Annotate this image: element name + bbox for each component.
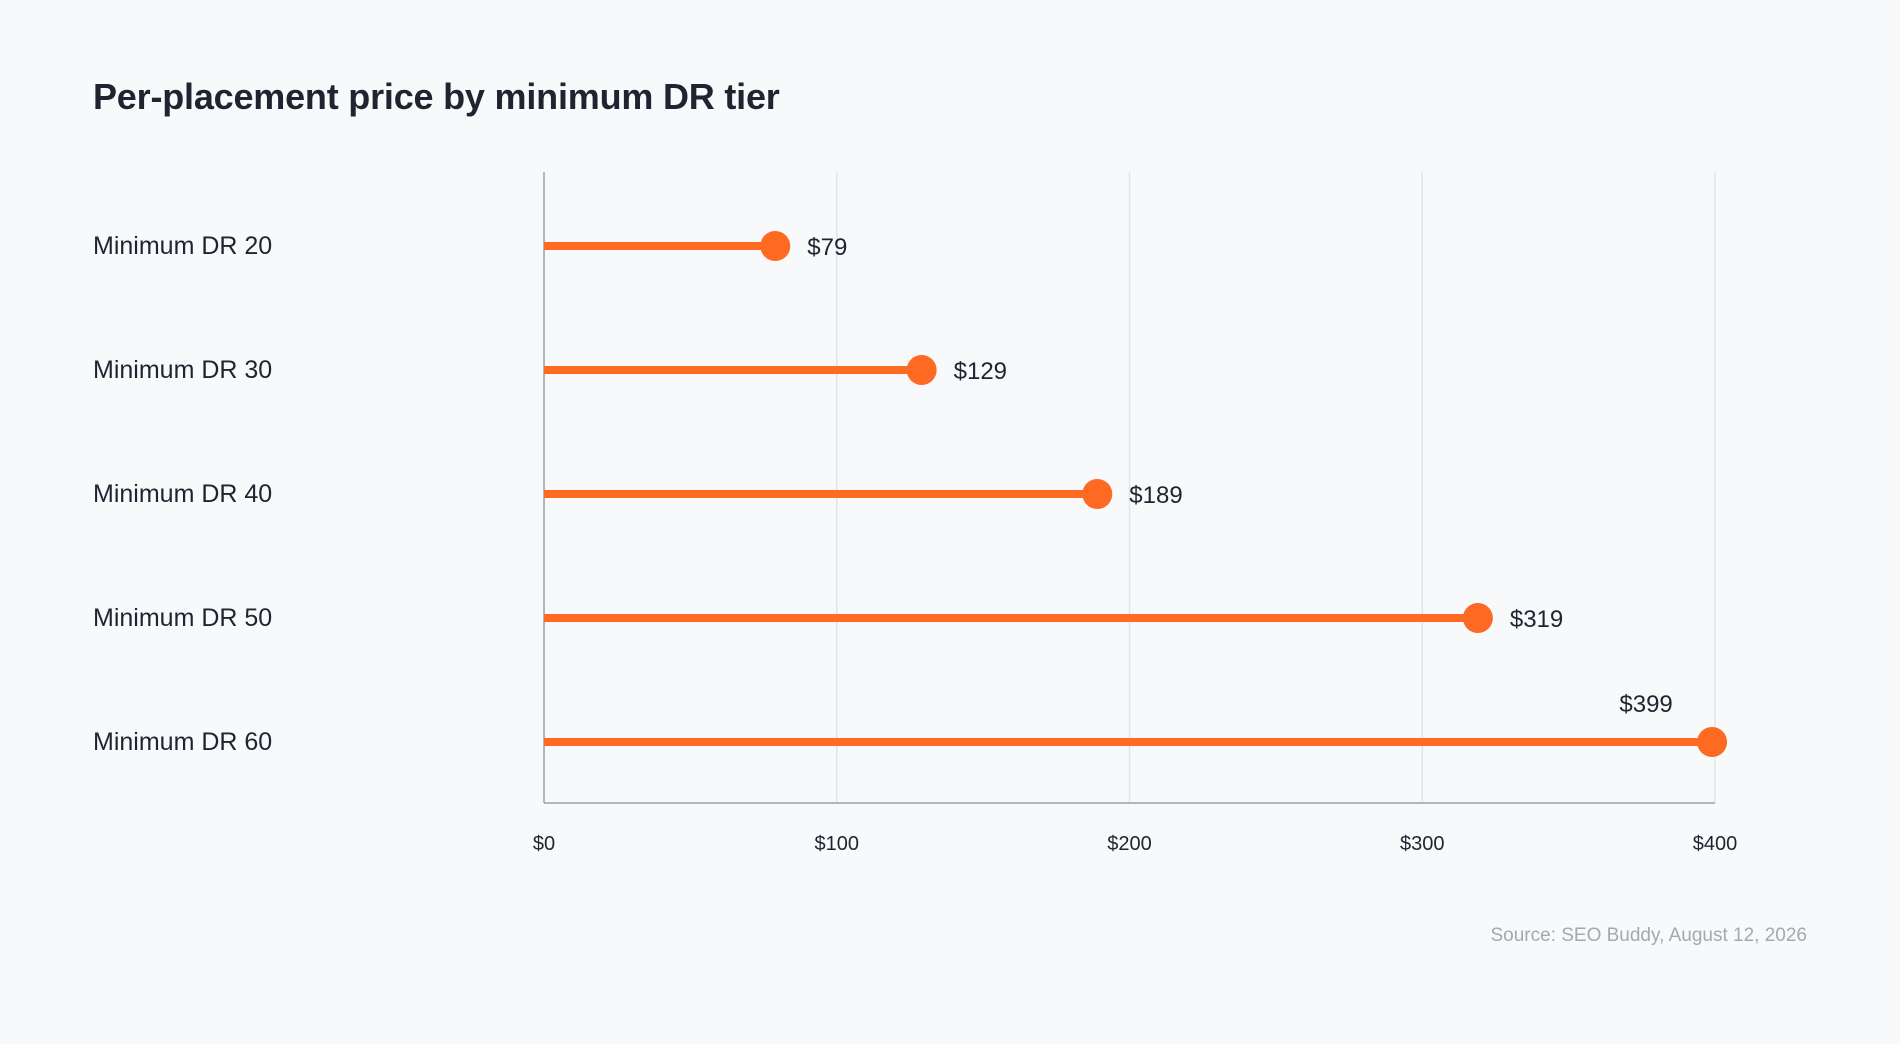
value-label: $399 [1619,691,1672,718]
lollipop-dot [760,231,791,261]
x-tick-label: $200 [1107,833,1152,855]
category-label: Minimum DR 50 [93,604,272,632]
lollipop-dot [1697,727,1728,757]
value-label: $79 [807,234,847,261]
source-note: Source: SEO Buddy, August 12, 2026 [1490,925,1807,946]
category-label: Minimum DR 60 [93,728,272,756]
lollipop-dot [1462,603,1493,633]
x-tick-label: $100 [815,833,860,855]
category-label: Minimum DR 20 [93,232,272,260]
category-label: Minimum DR 30 [93,356,272,384]
value-label: $129 [954,358,1007,385]
lollipop-dot [906,355,937,385]
x-tick-label: $400 [1693,833,1738,855]
value-label: $319 [1510,606,1563,633]
lollipop-dot [1082,479,1113,509]
value-label: $189 [1129,482,1182,509]
x-tick-label: $300 [1400,833,1445,855]
x-tick-label: $0 [533,833,555,855]
chart-title: Per-placement price by minimum DR tier [93,76,780,117]
category-label: Minimum DR 40 [93,480,272,508]
